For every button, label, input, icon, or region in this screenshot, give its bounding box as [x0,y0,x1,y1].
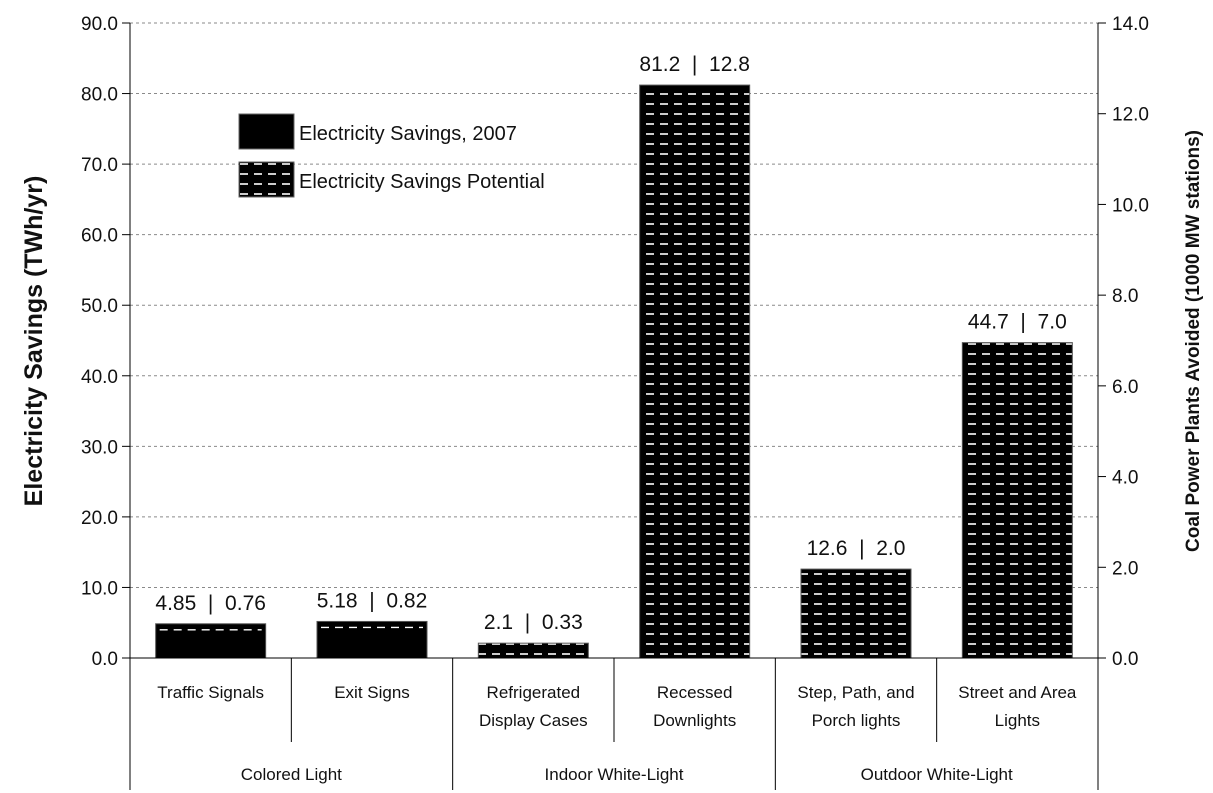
y-tick-label: 60.0 [81,226,118,247]
bar [800,568,912,659]
data-labels: 4.85 | 0.76 5.18 | 0.82 2.1 | 0.33 81.2 | 1… [155,53,1066,634]
y2-tick-label: 10.0 [1112,195,1149,216]
category-label: Street and Area [958,683,1077,702]
category-label: Display Cases [479,711,588,730]
bar [639,84,751,659]
y-tick-label: 0.0 [92,649,118,670]
category-label: Traffic Signals [157,683,264,702]
bar [961,342,1073,659]
data-label: 12.6 | 2.0 [807,537,906,560]
group-label: Colored Light [241,765,342,784]
data-label: 81.2 | 12.8 [639,53,750,76]
bar [155,623,267,659]
group-label: Outdoor White-Light [861,765,1013,784]
data-label: 44.7 | 7.0 [968,311,1067,334]
y2-tick-label: 4.0 [1112,468,1138,489]
data-label: 4.85 | 0.76 [155,592,266,615]
y2-tick-label: 2.0 [1112,558,1138,579]
data-label: 5.18 | 0.82 [317,589,428,612]
y2-tick-label: 0.0 [1112,649,1138,670]
y2-axis-title: Coal Power Plants Avoided (1000 MW stati… [1183,130,1204,552]
legend-label-2007: Electricity Savings, 2007 [299,123,517,145]
category-label: Exit Signs [334,683,410,702]
y-tick-label: 30.0 [81,437,118,458]
gridlines [130,22,1098,588]
category-label: Refrigerated [487,683,581,702]
y-tick-label: 80.0 [81,85,118,106]
y-tick-label: 40.0 [81,367,118,388]
legend: Electricity Savings, 2007 Electricity Sa… [238,113,545,198]
legend-swatch-2007 [238,113,295,150]
bars [155,84,1073,659]
category-label: Step, Path, and [797,683,914,702]
y-tick-label: 70.0 [81,155,118,176]
legend-swatch-potential [238,161,295,198]
category-label: Downlights [653,711,736,730]
legend-label-potential: Electricity Savings Potential [299,171,545,193]
y2-tick-label: 6.0 [1112,377,1138,398]
category-label: Recessed [657,683,733,702]
axes: 0.0 10.0 20.0 30.0 40.0 50.0 60.0 70.0 80.0 90.0 0… [81,14,1149,790]
y-tick-label: 20.0 [81,508,118,529]
category-label: Lights [995,711,1040,730]
y2-tick-label: 14.0 [1112,14,1149,35]
y2-tick-label: 8.0 [1112,286,1138,307]
group-label: Indoor White-Light [545,765,684,784]
data-label: 2.1 | 0.33 [484,611,583,634]
bar [477,642,589,659]
y-tick-label: 10.0 [81,578,118,599]
category-label: Porch lights [812,711,901,730]
y-tick-label: 90.0 [81,14,118,35]
y2-tick-label: 12.0 [1112,105,1149,126]
y-tick-label: 50.0 [81,296,118,317]
y-axis-title: Electricity Savings (TWh/yr) [20,176,48,507]
